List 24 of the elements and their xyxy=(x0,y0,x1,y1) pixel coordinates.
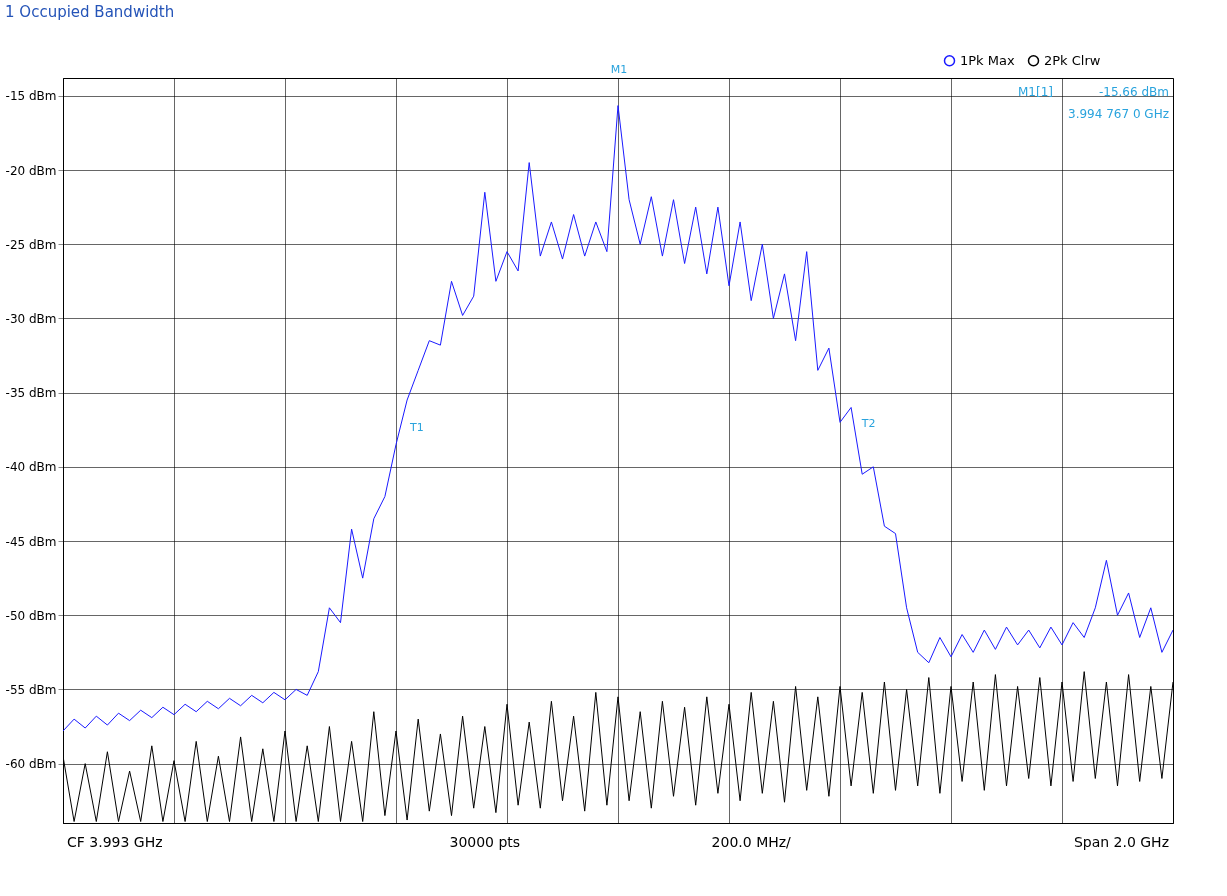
y-tick-label: -55 dBm xyxy=(5,682,57,697)
y-tick-label: -35 dBm xyxy=(5,386,57,401)
y-tick-label: -40 dBm xyxy=(5,460,57,475)
chart-title: 1 Occupied Bandwidth xyxy=(5,3,175,21)
text: Span 2.0 GHz xyxy=(1073,834,1169,850)
y-tick-label: -25 dBm xyxy=(5,237,57,252)
text: 200.0 MHz/ xyxy=(711,834,792,850)
annotation: 3.994 767 0 GHz xyxy=(1068,107,1169,121)
text: CF 3.993 GHz xyxy=(67,834,163,850)
y-tick-label: -45 dBm xyxy=(5,534,57,549)
annotation: -15.66 dBm xyxy=(1098,85,1169,99)
text: 30000 pts xyxy=(449,834,521,850)
legend-label: 1Pk Max xyxy=(960,52,1015,68)
y-tick-label: -60 dBm xyxy=(5,757,57,772)
y-tick-label: -50 dBm xyxy=(5,608,57,623)
annotation: T2 xyxy=(860,417,876,431)
y-tick-label: -30 dBm xyxy=(5,311,57,326)
y-tick-label: -15 dBm xyxy=(5,89,57,104)
annotation: T1 xyxy=(409,421,424,435)
line-series xyxy=(63,105,1173,732)
legend-label: 2Pk Clrw xyxy=(1044,52,1101,68)
text: M1 xyxy=(610,63,628,76)
annotation: M1[1] xyxy=(1018,85,1053,99)
y-tick-label: -20 dBm xyxy=(5,163,57,178)
